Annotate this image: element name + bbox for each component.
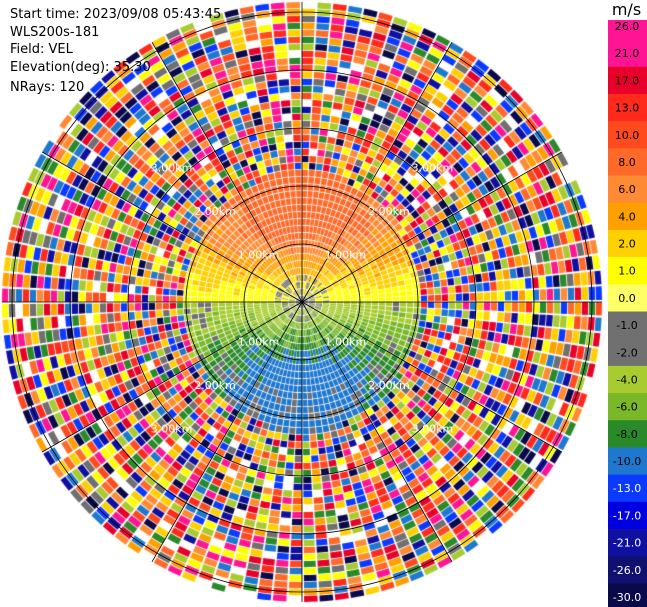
colorbar-tick-18: -17.0 — [613, 509, 641, 522]
colorbar-tick-14: -6.0 — [616, 401, 637, 414]
colorbar-swatch-10 — [608, 284, 647, 312]
colorbar-swatch-21 — [608, 583, 647, 607]
colorbar-swatch-9 — [608, 257, 647, 285]
scan-info: Start time: 2023/09/08 05:43:45 WLS200s-… — [10, 6, 221, 97]
colorbar-swatch-16 — [608, 447, 647, 476]
colorbar-tick-12: -2.0 — [616, 346, 637, 359]
colorbar-tick-2: 17.0 — [615, 74, 640, 87]
colorbar-swatch-1 — [608, 39, 647, 68]
colorbar-tick-17: -13.0 — [613, 482, 641, 495]
colorbar-tick-21: -30.0 — [613, 591, 641, 604]
colorbar-swatch-3 — [608, 93, 647, 122]
colorbar-tick-5: 8.0 — [618, 156, 636, 169]
colorbar-tick-9: 1.0 — [618, 265, 636, 278]
colorbar-swatch-12 — [608, 338, 647, 367]
colorbar-swatch-5 — [608, 148, 647, 177]
colorbar-tick-15: -8.0 — [616, 428, 637, 441]
colorbar-tick-4: 10.0 — [615, 129, 640, 142]
start-time-text: Start time: 2023/09/08 05:43:45 — [10, 7, 222, 22]
azimuth-spoke-60 — [301, 151, 563, 303]
colorbar-tick-0: 26.0 — [615, 20, 640, 33]
colorbar-swatch-18 — [608, 501, 647, 530]
range-label-1-3: 1.00km — [238, 335, 280, 348]
colorbar-swatch-7 — [608, 202, 647, 231]
nrays-text: NRays: 120 — [10, 80, 85, 95]
colorbar-swatch-13 — [608, 365, 647, 394]
azimuth-spoke-120 — [301, 301, 563, 453]
azimuth-spoke-150 — [301, 301, 453, 563]
colorbar-tick-13: -4.0 — [616, 373, 637, 386]
colorbar-swatch-8 — [608, 229, 647, 258]
colorbar-swatch-15 — [608, 420, 647, 448]
colorbar-swatch-11 — [608, 311, 647, 340]
range-label-3-0: 3.00km — [151, 162, 193, 175]
colorbar-swatch-19 — [608, 529, 647, 557]
station-text: WLS200s-181 — [10, 24, 100, 40]
azimuth-spoke-240 — [41, 301, 303, 453]
range-label-3-3: 3.00km — [151, 422, 193, 435]
colorbar: 26.0 21.0 17.0 13.0 10.0 8.0 6.0 4.0 2.0 1.0 0.0 -1… — [608, 20, 647, 607]
elevation-text: Elevation(deg): 35.30 — [10, 59, 151, 75]
range-label-1-2: 1.00km — [325, 335, 367, 348]
azimuth-spoke-30 — [301, 41, 453, 303]
range-label-2-3: 2.00km — [194, 379, 236, 392]
range-label-1-0: 1.00km — [238, 249, 280, 262]
range-label-3-1: 3.00km — [412, 162, 454, 175]
colorbar-tick-1: 21.0 — [615, 47, 640, 60]
azimuth-spoke-210 — [151, 301, 303, 563]
colorbar-tick-10: 0.0 — [618, 292, 636, 305]
colorbar-tick-6: 6.0 — [618, 183, 636, 196]
colorbar-tick-11: -1.0 — [616, 319, 637, 332]
colorbar-tick-7: 4.0 — [618, 210, 636, 223]
range-label-1-1: 1.00km — [325, 249, 367, 262]
colorbar-tick-8: 2.0 — [618, 238, 636, 251]
colorbar-swatch-20 — [608, 556, 647, 584]
colorbar-tick-19: -21.0 — [613, 537, 641, 550]
azimuth-spoke-330 — [151, 41, 303, 303]
colorbar-swatch-14 — [608, 393, 647, 421]
colorbar-swatch-17 — [608, 474, 647, 503]
colorbar-tick-16: -10.0 — [613, 455, 641, 468]
colorbar-swatch-2 — [608, 66, 647, 95]
colorbar-swatch-6 — [608, 175, 647, 204]
ppi-overlay: 1.00km 1.00km 1.00km 1.00km 2.00km 2.00km 2.00… — [2, 2, 602, 602]
field-text: Field: VEL — [10, 42, 73, 57]
colorbar-swatch-4 — [608, 121, 647, 149]
range-label-3-2: 3.00km — [412, 422, 454, 435]
range-label-2-2: 2.00km — [368, 379, 410, 392]
azimuth-spoke-300 — [41, 151, 303, 303]
colorbar-tick-3: 13.0 — [615, 102, 640, 115]
range-label-2-1: 2.00km — [368, 205, 410, 218]
colorbar-tick-20: -26.0 — [613, 564, 641, 577]
range-label-2-0: 2.00km — [194, 205, 236, 218]
colorbar-unit: m/s — [611, 0, 642, 19]
